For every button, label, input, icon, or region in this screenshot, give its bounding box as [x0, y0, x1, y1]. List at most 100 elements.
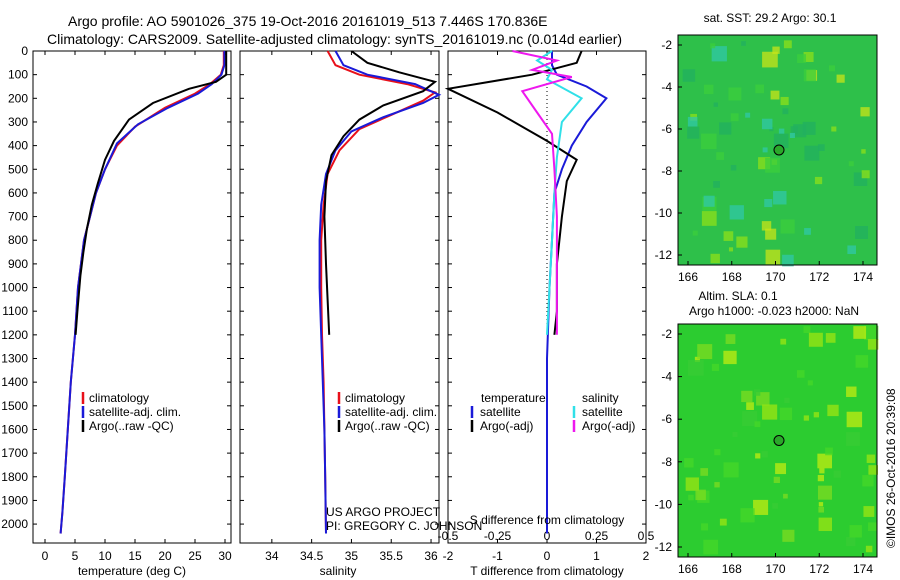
s-tick-label: -0.5	[438, 529, 459, 543]
map-texture-cell	[694, 356, 700, 362]
map-y-tick-label: -10	[655, 206, 673, 220]
map-texture-cell	[685, 477, 699, 491]
map-texture-cell	[730, 164, 737, 171]
legend-t-satellite: satellite	[480, 405, 521, 419]
map-texture-cell	[853, 326, 867, 339]
map-texture-cell	[846, 536, 856, 547]
map-texture-cell	[773, 476, 780, 484]
series-line-argo-raw-qc-	[323, 50, 438, 335]
map-texture-cell	[813, 412, 819, 418]
map-texture-cell	[687, 126, 700, 139]
map-texture-cell	[779, 407, 793, 421]
map-texture-cell	[814, 176, 823, 185]
x-tick-label: 0	[42, 549, 49, 563]
argo-float-marker	[773, 144, 785, 156]
map-texture-cell	[753, 389, 761, 396]
temperature-panel-frame	[32, 50, 232, 544]
map-y-tick-label: -2	[661, 327, 672, 341]
map-y-tick-label: -4	[661, 370, 672, 384]
map-texture-cell	[817, 485, 833, 500]
y-tick-label: 800	[8, 233, 28, 247]
series-line-argo-raw-qc-	[74, 51, 228, 335]
map-texture-cell	[849, 525, 862, 538]
map-texture-cell	[846, 386, 857, 397]
map-x-tick-label: 174	[853, 562, 873, 576]
map-texture-cell	[740, 508, 755, 523]
lines-layer	[59, 50, 608, 534]
map-x-tick-label: 170	[765, 562, 785, 576]
map-texture-cell	[773, 191, 787, 205]
salinity-panel-frame	[239, 50, 440, 544]
series-line-t-argo-adj-	[444, 50, 583, 335]
series-line-satellite-adj-clim-	[59, 51, 226, 534]
map-texture-cell	[847, 245, 856, 255]
legend-t-argo: Argo(-adj)	[480, 419, 533, 433]
legend-s-argo: Argo(-adj)	[582, 419, 635, 433]
map-texture-cell	[831, 126, 837, 132]
map-texture-cell	[855, 355, 869, 368]
salinity-xlabel: salinity	[320, 564, 357, 578]
map-texture-cell	[846, 432, 860, 446]
map-texture-cell	[716, 152, 725, 160]
map-texture-cell	[688, 494, 694, 501]
map-texture-cell	[730, 113, 739, 122]
y-tick-label: 400	[8, 139, 28, 153]
map-y-tick-label: -10	[655, 497, 673, 511]
y-tick-label: 0	[21, 44, 28, 58]
map-y-tick-label: -12	[655, 248, 673, 262]
map-texture-cell	[711, 363, 719, 371]
map-texture-cell	[866, 454, 876, 463]
map-texture-cell	[817, 144, 825, 152]
sst-map-frame	[677, 34, 878, 266]
map-texture-cell	[818, 517, 833, 532]
map-x-tick-label: 168	[722, 270, 742, 284]
sla-map-title-1: Altim. SLA: 0.1	[698, 289, 778, 303]
header-line-1: Argo profile: AO 5901026_375 19-Oct-2016…	[68, 13, 548, 29]
map-texture-cell	[780, 96, 789, 106]
x-tick-label: 25	[188, 549, 202, 563]
y-tick-label: 100	[8, 68, 28, 82]
x-tick-label: 15	[128, 549, 142, 563]
project-label: US ARGO PROJECT	[326, 505, 441, 519]
map-texture-cell	[697, 344, 713, 360]
map-texture-cell	[770, 90, 780, 100]
map-texture-cell	[803, 52, 814, 62]
y-tick-label: 1000	[1, 281, 28, 295]
map-texture-cell	[714, 482, 720, 488]
map-texture-cell	[765, 249, 781, 265]
x-tick-label: 5	[72, 549, 79, 563]
map-texture-cell	[862, 475, 874, 487]
x-tick-label: 30	[218, 549, 232, 563]
sla-map-frame	[677, 323, 878, 558]
x-tick-label: 35.5	[380, 549, 404, 563]
map-texture-cell	[755, 453, 761, 459]
map-texture-cell	[736, 236, 748, 248]
temperature-legend: climatology satellite-adj. clim. Argo(..…	[81, 391, 181, 433]
map-texture-cell	[742, 411, 758, 427]
map-texture-cell	[761, 118, 773, 130]
map-texture-cell	[723, 462, 739, 478]
map-texture-cell	[817, 474, 825, 482]
map-texture-cell	[797, 54, 807, 64]
map-texture-cell	[808, 332, 823, 347]
map-y-tick-label: -12	[655, 540, 673, 554]
y-tick-label: 1100	[2, 304, 28, 318]
y-tick-label: 900	[8, 257, 28, 271]
map-y-tick-label: -6	[661, 122, 672, 136]
map-texture-cell	[723, 350, 737, 365]
y-tick-label: 200	[8, 91, 28, 105]
map-texture-cell	[714, 449, 721, 456]
map-texture-cell	[796, 370, 805, 378]
map-texture-cell	[784, 397, 790, 404]
map-texture-cell	[687, 359, 704, 376]
map-texture-cell	[803, 415, 809, 421]
x-tick-label: 36	[424, 549, 438, 563]
map-texture-cell	[775, 463, 787, 475]
map-texture-cell	[803, 69, 816, 82]
y-tick-label: 300	[8, 115, 28, 129]
s-tick-label: 0.25	[585, 529, 609, 543]
map-texture-cell	[846, 411, 863, 428]
map-texture-cell	[836, 74, 845, 83]
map-texture-cell	[695, 489, 706, 501]
